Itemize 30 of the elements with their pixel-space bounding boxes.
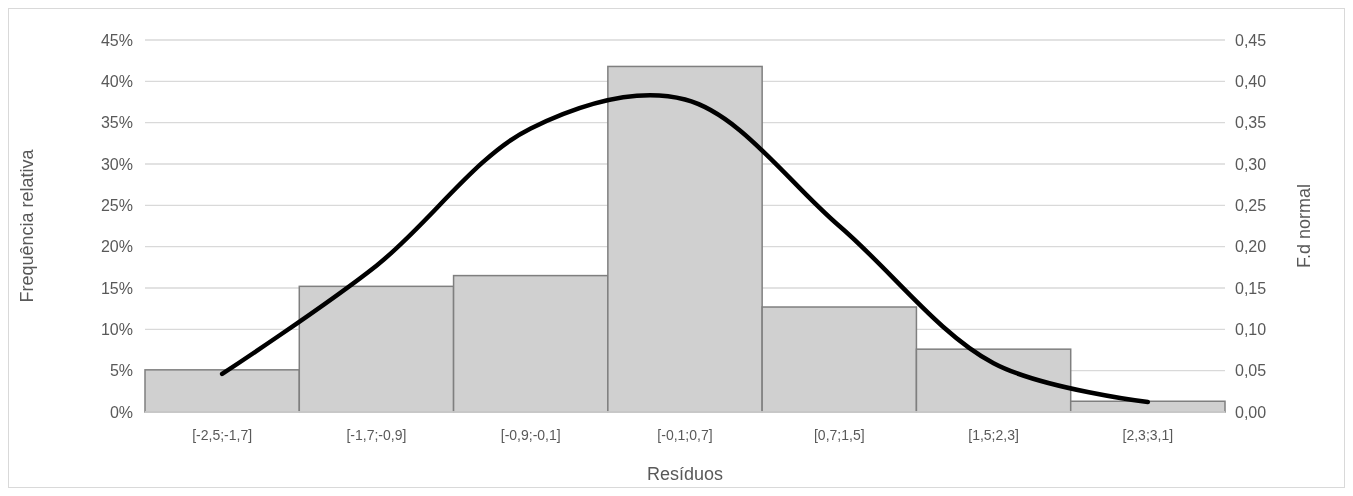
y-tick-label: 30% (100, 155, 133, 173)
x-tick-label: [0,7;1,5] (813, 427, 865, 443)
x-tick-label: [1,5;2,3] (968, 427, 1019, 443)
y-tick-label: 40% (100, 72, 133, 90)
y-tick-label: 0% (109, 403, 133, 421)
x-tick-label: [-1,7;-0,9] (346, 427, 407, 443)
y2-tick-label: 0,10 (1235, 320, 1267, 338)
y2-tick-label: 0,45 (1235, 31, 1267, 49)
y2-tick-label: 0,35 (1235, 114, 1267, 132)
x-tick-label: [-0,1;0,7] (657, 427, 713, 443)
y-tick-label: 20% (100, 238, 133, 256)
y2-tick-label: 0,20 (1235, 238, 1267, 256)
y2-tick-label: 0,15 (1235, 279, 1267, 297)
y2-tick-label: 0,05 (1235, 362, 1267, 380)
y2-tick-label: 0,25 (1235, 196, 1267, 214)
y2-axis-title: F.d normal (1294, 183, 1314, 269)
y-tick-label: 45% (100, 31, 133, 49)
x-tick-label: [-0,9;-0,1] (500, 427, 561, 443)
y-tick-label: 10% (100, 320, 133, 338)
x-axis-title: Resíduos (646, 464, 724, 484)
y2-tick-label: 0,30 (1235, 155, 1267, 173)
y-tick-label: 35% (100, 114, 133, 132)
y-tick-label: 15% (100, 279, 133, 297)
y2-tick-label: 0,40 (1235, 72, 1267, 90)
y-tick-label: 25% (100, 196, 133, 214)
y-tick-label: 5% (109, 362, 133, 380)
x-tick-label: [2,3;3,1] (1122, 427, 1174, 443)
y-axis-title: Frequência relativa (17, 148, 37, 303)
y2-tick-label: 0,00 (1235, 403, 1267, 421)
x-tick-label: [-2,5;-1,7] (192, 427, 253, 443)
